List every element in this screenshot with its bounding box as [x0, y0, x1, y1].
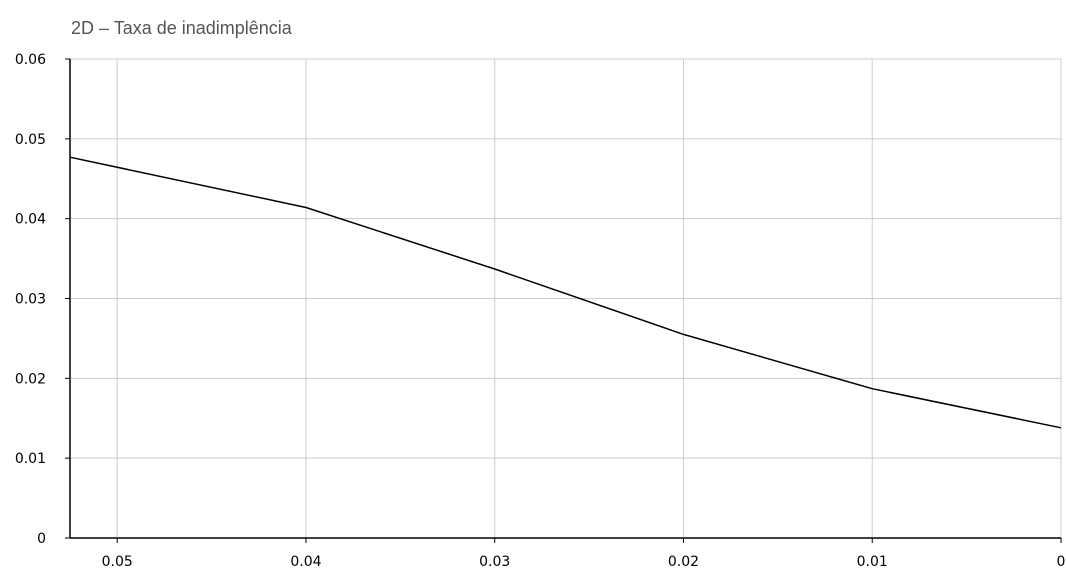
y-tick-label: 0.05	[15, 132, 46, 148]
y-tick-label: 0.06	[15, 52, 46, 68]
y-tick-label: 0.04	[15, 212, 46, 228]
x-tick-label: 0.01	[857, 554, 888, 570]
axes	[65, 58, 1062, 543]
y-tick-label: 0.01	[15, 451, 46, 467]
grid-lines	[70, 58, 1062, 538]
x-tick-label: 0.03	[479, 554, 510, 570]
y-tick-label: 0	[37, 531, 46, 547]
series-line	[69, 156, 1062, 429]
x-tick-label: 0	[1057, 554, 1066, 570]
series-group	[69, 156, 1062, 429]
x-tick-label: 0.02	[668, 554, 699, 570]
y-tick-label: 0.02	[15, 371, 46, 387]
y-tick-labels: 0 0.01 0.02 0.03 0.04 0.05 0.06	[15, 52, 46, 547]
chart-title: 2D – Taxa de inadimplência	[71, 18, 292, 38]
x-tick-labels: 0.05 0.04 0.03 0.02 0.01 0	[102, 554, 1066, 570]
x-tick-label: 0.05	[102, 554, 133, 570]
x-tick-label: 0.04	[290, 554, 321, 570]
y-tick-label: 0.03	[15, 292, 46, 308]
